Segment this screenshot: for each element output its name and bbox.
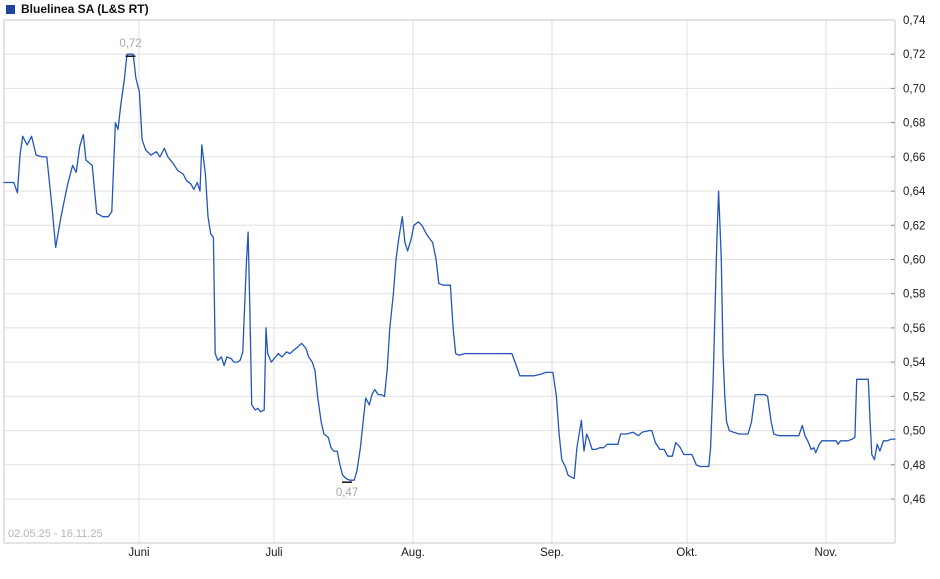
price-line <box>3 53 896 481</box>
chart-legend: Bluelinea SA (L&S RT) <box>6 2 149 16</box>
date-range-label: 02.05.25 - 16.11.25 <box>8 528 103 540</box>
y-tick-label: 0,60 <box>903 255 925 267</box>
y-tick-label: 0,74 <box>903 15 926 27</box>
legend-square-icon <box>6 4 15 14</box>
x-tick-label: Okt. <box>676 547 697 559</box>
low-marker-label: 0,47 <box>336 487 358 499</box>
y-tick-label: 0,66 <box>903 152 925 164</box>
y-tick-label: 0,52 <box>903 391 925 403</box>
x-tick-label: Aug. <box>401 547 425 559</box>
y-tick-label: 0,48 <box>903 460 925 472</box>
high-marker-label: 0,72 <box>119 38 141 50</box>
y-tick-label: 0,58 <box>903 289 925 301</box>
x-tick-label: Juni <box>128 547 149 559</box>
y-tick-label: 0,68 <box>903 118 925 130</box>
x-tick-label: Nov. <box>815 547 838 559</box>
y-tick-label: 0,70 <box>903 83 925 95</box>
y-tick-label: 0,50 <box>903 426 925 438</box>
y-tick-label: 0,72 <box>903 49 925 61</box>
chart-title: Bluelinea SA (L&S RT) <box>21 2 149 16</box>
y-tick-label: 0,64 <box>903 186 926 198</box>
y-tick-label: 0,62 <box>903 220 925 232</box>
x-tick-label: Sep. <box>540 547 564 559</box>
y-tick-label: 0,54 <box>903 357 926 369</box>
y-tick-label: 0,46 <box>903 494 925 506</box>
y-tick-label: 0,56 <box>903 323 925 335</box>
x-tick-label: Juli <box>265 547 282 559</box>
